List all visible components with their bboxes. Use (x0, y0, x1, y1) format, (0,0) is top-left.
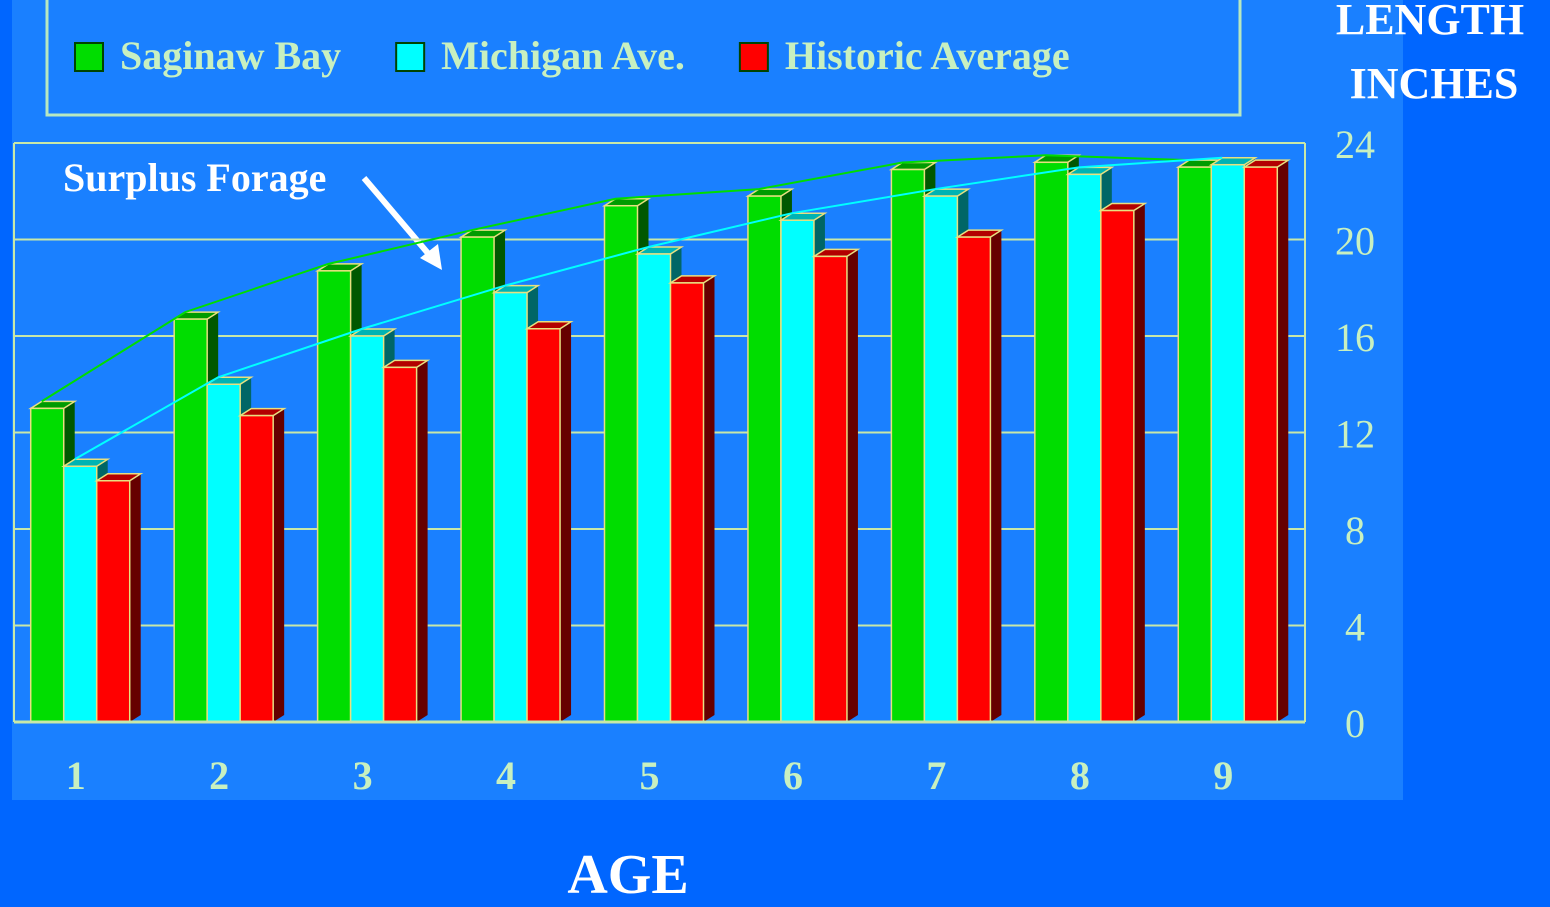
x-axis-label: AGE (567, 844, 688, 906)
bar (239, 414, 274, 723)
annotation-arrow (361, 176, 435, 260)
x-tick-label: 8 (1070, 753, 1090, 798)
bar (1067, 173, 1102, 723)
envelope-line (74, 156, 1223, 461)
legend-label: Saginaw Bay (120, 33, 341, 78)
y-tick-label: 16 (1335, 315, 1375, 360)
bar (62, 465, 98, 723)
bar (636, 253, 672, 723)
bar (29, 407, 65, 723)
annotation-arrowhead (420, 244, 442, 270)
annotation: Surplus Forage (63, 155, 326, 200)
bar (1210, 163, 1246, 723)
bar (173, 318, 208, 723)
bar (956, 236, 992, 723)
bar-side (129, 473, 141, 722)
bar (1100, 209, 1135, 723)
x-tick-label: 4 (496, 753, 516, 798)
envelope-line (41, 154, 1190, 403)
bar (526, 328, 561, 723)
legend-label: Michigan Ave. (441, 33, 685, 78)
bar (95, 480, 131, 723)
bar-side (416, 360, 428, 722)
bar (890, 168, 926, 723)
y-axis-label: LENGTH (1336, 0, 1524, 44)
bar (1177, 166, 1213, 723)
bar (493, 291, 528, 723)
legend-box (45, 0, 1242, 117)
bar-side (1133, 203, 1145, 723)
legend-swatch (74, 42, 104, 72)
x-tick-label: 6 (783, 753, 803, 798)
y-tick-label: 8 (1345, 508, 1365, 553)
y-tick-label: 4 (1345, 605, 1365, 650)
bar (460, 236, 495, 723)
legend-swatch (738, 42, 769, 72)
bar (813, 255, 848, 723)
x-tick-label: 7 (926, 753, 946, 798)
bar (780, 219, 815, 723)
bar (1243, 166, 1279, 723)
bar-side (273, 408, 285, 722)
x-tick-label: 5 (640, 753, 660, 798)
bar-side (703, 275, 715, 722)
y-tick-label: 0 (1345, 701, 1365, 746)
y-axis-label: INCHES (1350, 59, 1519, 108)
legend-label: Historic Average (785, 33, 1070, 78)
y-tick-label: 12 (1335, 412, 1375, 457)
bar (316, 270, 352, 723)
bar-side (560, 321, 572, 722)
bar (603, 204, 639, 723)
bar (669, 282, 705, 723)
bar-side (846, 249, 858, 722)
bar (1034, 161, 1069, 723)
bar (206, 383, 241, 723)
x-tick-label: 1 (66, 753, 86, 798)
y-tick-label: 24 (1335, 122, 1375, 167)
x-tick-label: 3 (353, 753, 373, 798)
x-tick-label: 9 (1213, 753, 1233, 798)
bar-side (1277, 160, 1289, 722)
y-tick-label: 20 (1335, 219, 1375, 264)
x-tick-label: 2 (209, 753, 229, 798)
bar (747, 195, 782, 723)
bar (349, 335, 385, 723)
bar (923, 195, 959, 723)
legend-swatch (395, 42, 426, 72)
bar (382, 366, 418, 723)
bar-side (990, 230, 1002, 722)
